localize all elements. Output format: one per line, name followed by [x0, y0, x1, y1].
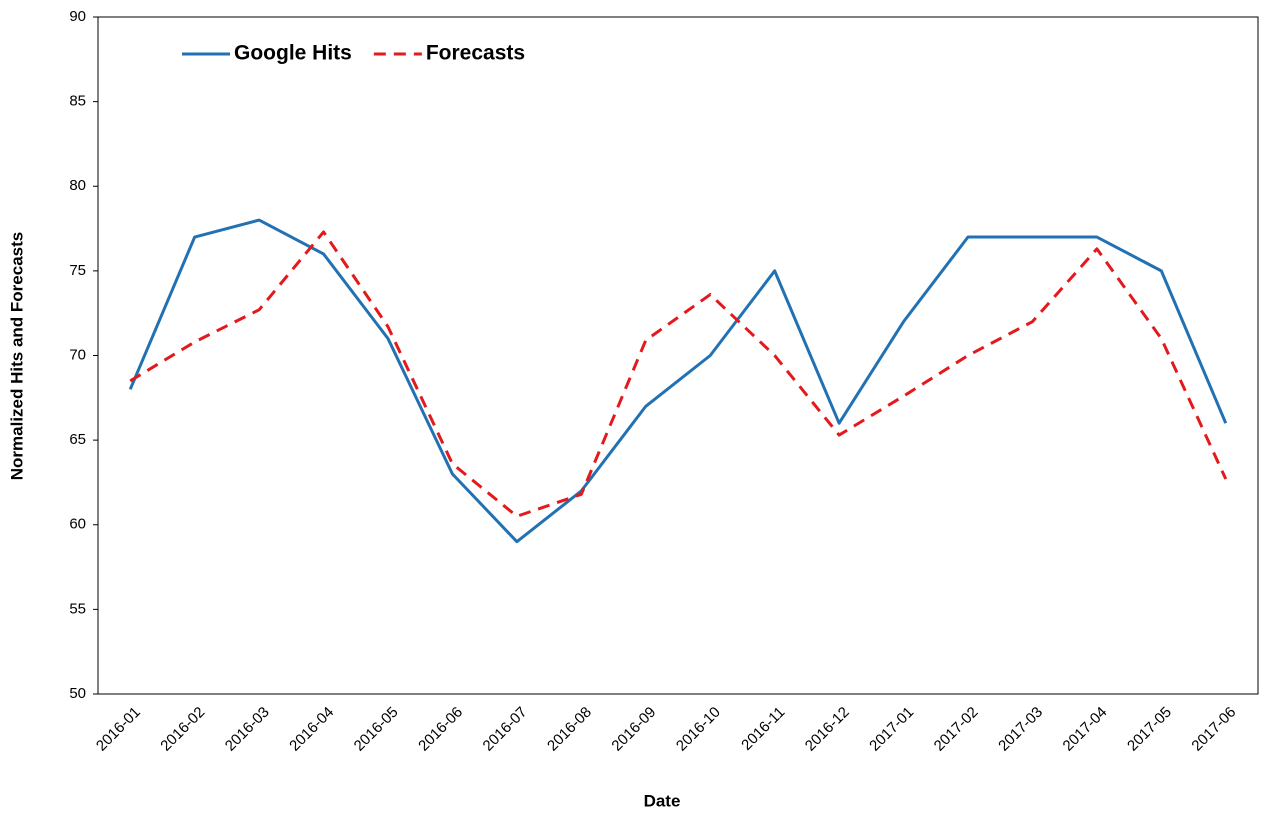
- x-tick-label: 2016-07: [480, 704, 531, 755]
- y-tick-label: 65: [69, 431, 86, 448]
- x-tick-label: 2017-06: [1188, 704, 1239, 755]
- line-series: [128, 218, 1228, 544]
- y-tick-label: 85: [69, 93, 86, 110]
- x-tick-label: 2016-12: [802, 704, 853, 755]
- y-tick-label: 50: [69, 685, 86, 702]
- x-tick-label: 2017-04: [1060, 704, 1111, 755]
- y-axis-label: Normalized Hits and Forecasts: [7, 232, 26, 480]
- x-tick-label: 2016-01: [93, 704, 144, 755]
- y-tick-label: 70: [69, 346, 86, 363]
- x-tick-label: 2016-06: [415, 704, 466, 755]
- y-tick-label: 55: [69, 600, 86, 617]
- x-tick-label: 2016-10: [673, 704, 724, 755]
- x-tick-label: 2016-09: [608, 704, 659, 755]
- line-series: [129, 230, 1228, 518]
- y-tick-label: 75: [69, 262, 86, 279]
- x-tick-label: 2016-11: [738, 704, 788, 754]
- x-tick-label: 2016-03: [222, 704, 273, 755]
- x-tick-label: 2017-02: [931, 704, 982, 755]
- x-tick-label: 2017-05: [1124, 704, 1175, 755]
- legend-label: Google Hits: [234, 42, 352, 65]
- x-tick-label: 2016-05: [351, 704, 402, 755]
- x-axis-label: Date: [644, 791, 681, 810]
- plot-frame: [97, 16, 1259, 695]
- x-tick-label: 2016-04: [286, 704, 337, 755]
- x-tick-label: 2017-03: [995, 704, 1046, 755]
- y-tick-label: 60: [69, 516, 86, 533]
- x-tick-label: 2017-01: [866, 704, 917, 755]
- x-tick-label: 2016-08: [544, 704, 595, 755]
- y-tick-label: 80: [69, 177, 86, 194]
- legend-label: Forecasts: [426, 42, 525, 65]
- x-tick-label: 2016-02: [157, 704, 208, 755]
- y-tick-label: 90: [69, 8, 86, 25]
